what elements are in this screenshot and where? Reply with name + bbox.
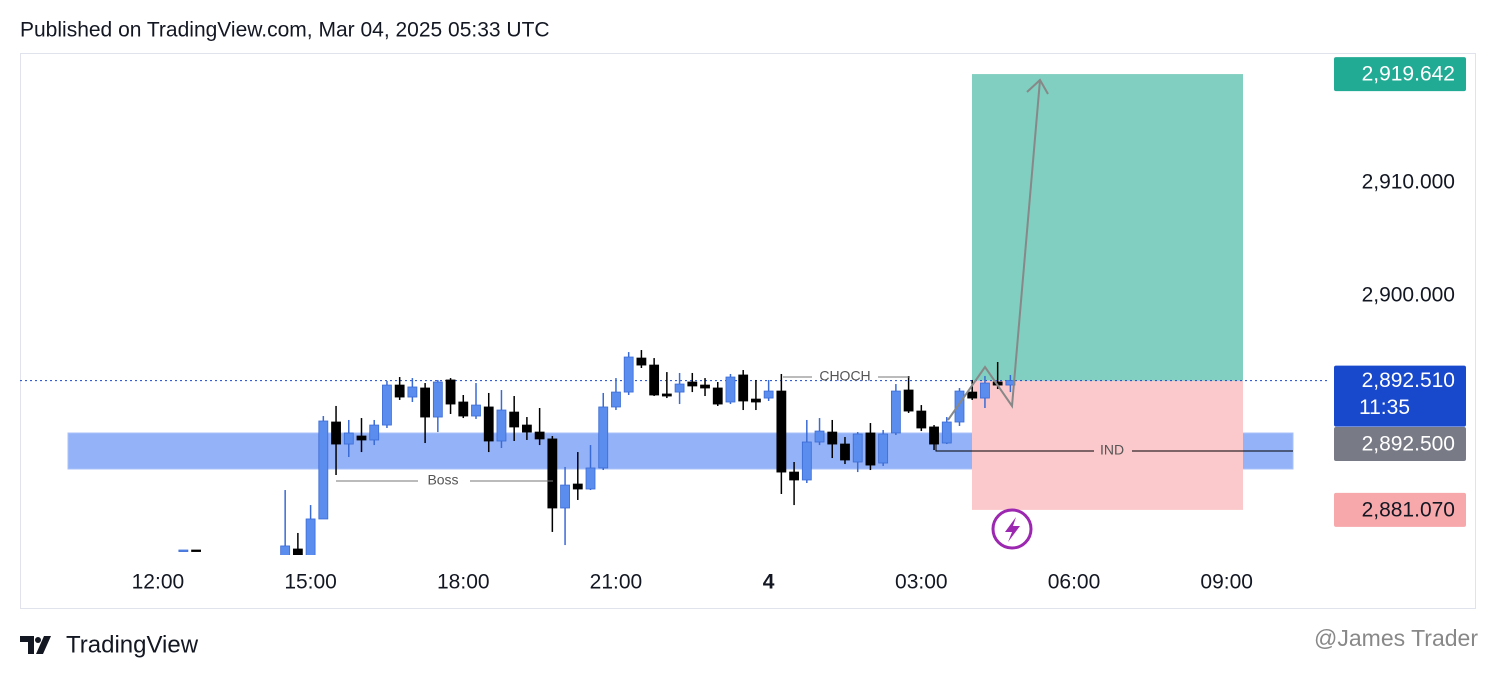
- annotations: CHOCH Boss IND: [336, 78, 1293, 550]
- candle-body: [712, 387, 723, 405]
- candle-body: [407, 386, 418, 398]
- candle-body: [305, 518, 316, 555]
- candle-body: [560, 484, 570, 509]
- header: Published on TradingView.com, Mar 04, 20…: [20, 19, 550, 42]
- boss-label: Boss: [427, 472, 458, 488]
- candle-body: [356, 435, 367, 441]
- target-price-bg: [1334, 57, 1466, 92]
- x-tick-label: 09:00: [1200, 571, 1253, 594]
- candle-body: [865, 432, 876, 466]
- candle-body: [725, 376, 736, 403]
- x-tick-label: 18:00: [437, 571, 490, 594]
- candle-body: [623, 356, 634, 393]
- price-scale: 2,900.000 2,910.000 2,919.642 2,881.070 2,89…: [1334, 57, 1466, 527]
- candle-body: [191, 549, 201, 552]
- candle-body: [598, 406, 609, 469]
- stop-price-bg: [1334, 492, 1466, 527]
- candle-body: [967, 391, 978, 399]
- candle-body: [649, 364, 660, 396]
- footer: TradingView @James Trader: [20, 625, 1478, 658]
- candle-body: [789, 471, 799, 481]
- x-tick-label: 15:00: [284, 571, 337, 594]
- candle-body: [661, 393, 672, 397]
- candle-body: [331, 421, 341, 445]
- projection-path: [947, 79, 1041, 421]
- choch-label: CHOCH: [819, 368, 870, 384]
- arrow-head: [1026, 78, 1049, 95]
- candle-body: [801, 441, 812, 481]
- chart-frame: [20, 53, 1476, 609]
- candle-body: [954, 390, 965, 423]
- candle-body: [280, 545, 291, 555]
- candle-body: [292, 548, 303, 555]
- candle-body: [178, 549, 189, 552]
- last-price: 2,892.510: [1362, 369, 1455, 392]
- candle-body: [763, 390, 774, 399]
- candle-body: [509, 411, 520, 428]
- stop-price: 2,881.070: [1362, 498, 1455, 521]
- candle-body: [636, 357, 647, 366]
- candle-body: [890, 390, 901, 434]
- candle-body: [700, 384, 710, 389]
- candle-body: [852, 433, 863, 463]
- entry-price: 2,892.500: [1362, 433, 1455, 456]
- candle-body: [776, 390, 787, 473]
- candle-body: [585, 467, 596, 490]
- entry-price-bg: [1334, 427, 1466, 461]
- candle-body: [903, 389, 914, 412]
- x-tick-label: 06:00: [1048, 571, 1101, 594]
- candle-body: [878, 433, 889, 464]
- candle-body: [534, 431, 545, 440]
- candle-body: [445, 379, 456, 405]
- candle-body: [572, 483, 583, 490]
- candle-body: [471, 404, 481, 417]
- candle-body: [521, 424, 532, 433]
- x-tick-label: 21:00: [590, 571, 643, 594]
- y-tick-label: 2,900.000: [1362, 284, 1455, 307]
- candle-body: [420, 387, 431, 418]
- drawings: [20, 74, 1330, 510]
- candle-body: [916, 410, 927, 429]
- candle-body: [547, 438, 558, 509]
- candle-body: [827, 431, 838, 445]
- stop-zone: [972, 380, 1243, 510]
- x-tick-label: 03:00: [895, 571, 948, 594]
- candle-body: [980, 382, 990, 399]
- target-price: 2,919.642: [1362, 63, 1455, 86]
- x-tick-label: 4: [763, 571, 775, 594]
- logo-dot: [35, 637, 41, 643]
- candle-body: [611, 391, 621, 408]
- candle-body: [394, 384, 405, 398]
- candle-body: [687, 381, 698, 387]
- candle-body: [751, 398, 761, 403]
- target-zone: [972, 74, 1243, 381]
- last-price-bg: [1334, 365, 1466, 427]
- logo: [20, 636, 51, 654]
- y-tick-label: 2,910.000: [1362, 171, 1455, 194]
- candle-body: [483, 406, 494, 442]
- candle-body: [840, 443, 850, 461]
- candle-body: [369, 424, 380, 441]
- candles: [178, 350, 1016, 555]
- x-tick-label: 12:00: [132, 571, 185, 594]
- candle-body: [496, 409, 507, 442]
- ind-line: [935, 443, 1094, 452]
- candle-body: [941, 421, 952, 444]
- candle-body: [318, 420, 329, 520]
- candle-body: [674, 383, 685, 393]
- candle-body: [738, 374, 749, 402]
- candle-body: [382, 384, 392, 426]
- candle-body: [432, 381, 443, 418]
- countdown: 11:35: [1359, 396, 1410, 419]
- alert-bolt: [1005, 517, 1020, 542]
- watermark: @James Trader: [1314, 625, 1478, 651]
- ind-label: IND: [1100, 442, 1124, 458]
- candle-body: [814, 430, 825, 443]
- candle-body: [458, 401, 469, 417]
- candle-body: [929, 426, 939, 445]
- candle-body: [343, 432, 354, 445]
- brand: TradingView: [66, 631, 199, 658]
